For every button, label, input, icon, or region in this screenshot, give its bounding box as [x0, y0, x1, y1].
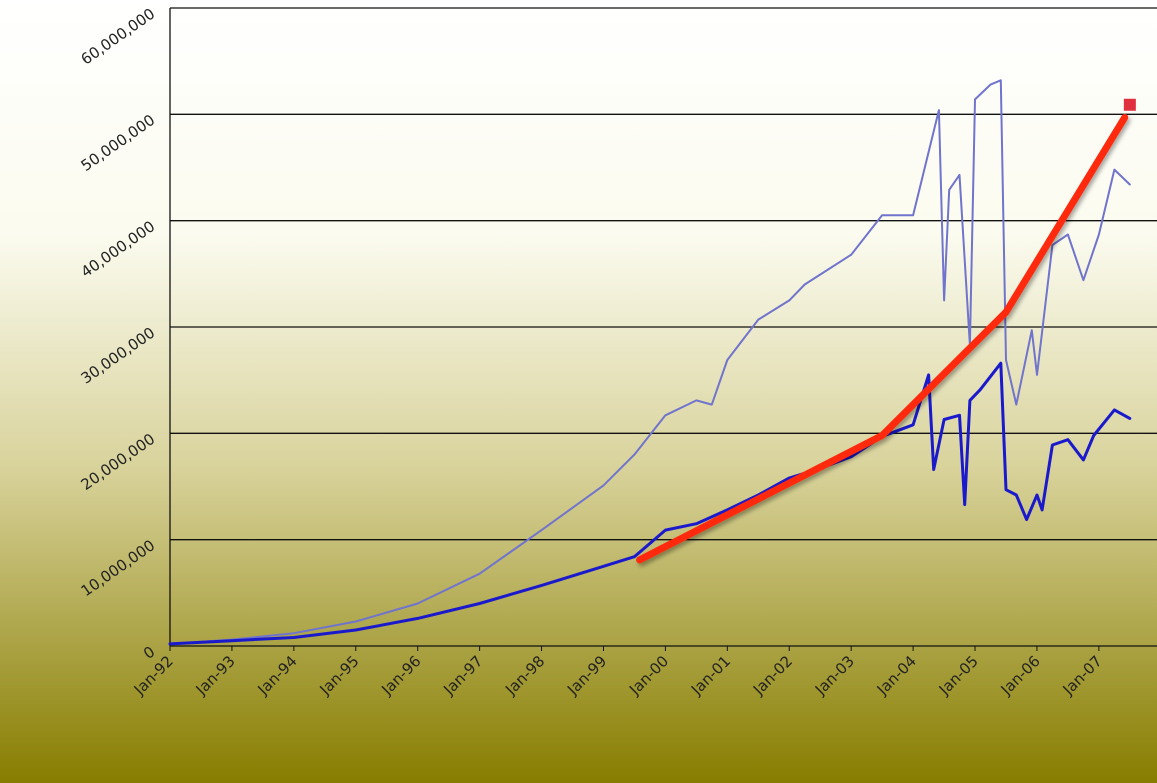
data-line: [168, 361, 1132, 646]
point-marker: [1123, 98, 1136, 111]
data-line: [169, 79, 1131, 645]
data-line: [636, 114, 1129, 564]
